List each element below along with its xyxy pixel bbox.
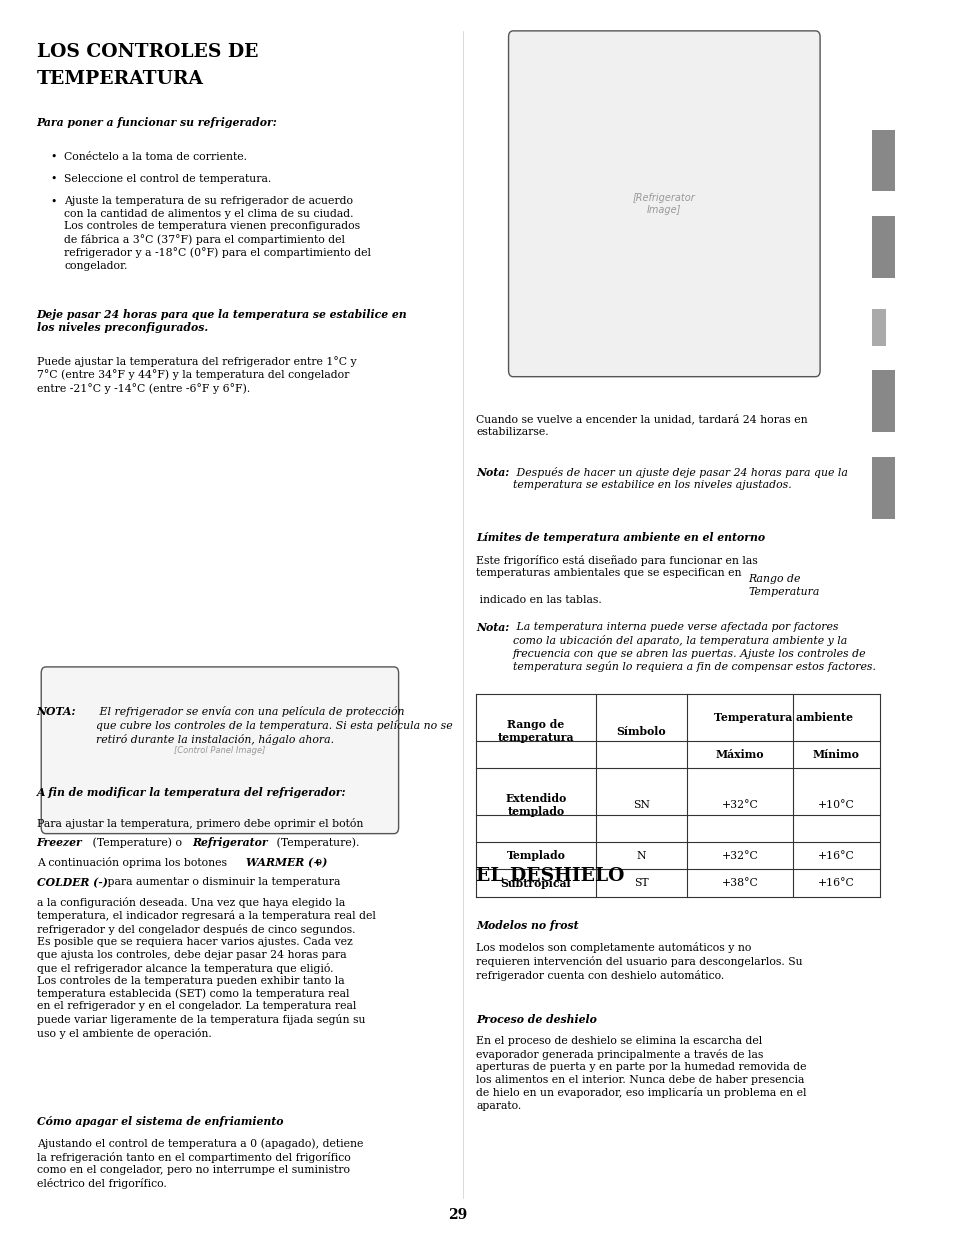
Text: indicado en las tablas.: indicado en las tablas.	[476, 595, 601, 605]
Text: a la configuración deseada. Una vez que haya elegido la
temperatura, el indicado: a la configuración deseada. Una vez que …	[36, 897, 375, 1039]
Text: Máximo: Máximo	[715, 750, 763, 760]
Text: La temperatura interna puede verse afectada por factores
como la ubicación del a: La temperatura interna puede verse afect…	[513, 622, 875, 672]
Text: El refrigerador se envía con una película de protección
que cubre los controles : El refrigerador se envía con una películ…	[96, 706, 453, 745]
Text: WARMER (+): WARMER (+)	[245, 857, 327, 868]
Text: Los modelos son completamente automáticos y no
requieren intervención del usuari: Los modelos son completamente automático…	[476, 942, 802, 981]
Text: EL DESHIELO: EL DESHIELO	[476, 867, 624, 885]
Text: Puede ajustar la temperatura del refrigerador entre 1°C y
7°C (entre 34°F y 44°F: Puede ajustar la temperatura del refrige…	[36, 356, 355, 394]
Text: •: •	[51, 174, 57, 184]
Text: NOTA:: NOTA:	[36, 706, 76, 718]
Text: Nota:: Nota:	[476, 467, 509, 478]
Text: SN: SN	[633, 800, 649, 810]
Text: para aumentar o disminuir la temperatura: para aumentar o disminuir la temperatura	[104, 877, 339, 887]
Text: Refrigerator: Refrigerator	[193, 837, 268, 848]
Text: 29: 29	[448, 1208, 467, 1221]
Text: COLDER (-): COLDER (-)	[36, 877, 108, 888]
Text: Nota:: Nota:	[476, 622, 509, 634]
Text: +32°C: +32°C	[720, 851, 758, 861]
Bar	[871, 216, 894, 278]
Text: +38°C: +38°C	[720, 878, 758, 888]
Bar	[871, 130, 894, 191]
Text: +32°C: +32°C	[720, 800, 758, 810]
Text: Para poner a funcionar su refrigerador:: Para poner a funcionar su refrigerador:	[36, 117, 277, 128]
Text: Rango de
Temperatura: Rango de Temperatura	[748, 574, 820, 597]
Text: [Control Panel Image]: [Control Panel Image]	[174, 746, 265, 755]
Text: Temperatura ambiente: Temperatura ambiente	[713, 713, 852, 722]
FancyBboxPatch shape	[508, 31, 820, 377]
Text: LOS CONTROLES DE: LOS CONTROLES DE	[36, 43, 258, 62]
Text: Conéctelo a la toma de corriente.: Conéctelo a la toma de corriente.	[64, 152, 247, 162]
Text: Cómo apagar el sistema de enfriamiento: Cómo apagar el sistema de enfriamiento	[36, 1116, 283, 1128]
Text: Este frigorífico está diseñado para funcionar en las
temperaturas ambientales qu: Este frigorífico está diseñado para func…	[476, 555, 758, 578]
Text: +10°C: +10°C	[817, 800, 854, 810]
Text: TEMPERATURA: TEMPERATURA	[36, 70, 203, 89]
Text: (Temperature) o: (Temperature) o	[89, 837, 185, 848]
Text: +16°C: +16°C	[817, 851, 854, 861]
Text: [Refrigerator
Image]: [Refrigerator Image]	[632, 193, 695, 215]
Text: Para ajustar la temperatura, primero debe oprimir el botón: Para ajustar la temperatura, primero deb…	[36, 818, 363, 829]
Text: •: •	[51, 196, 57, 206]
Text: Templado: Templado	[506, 851, 565, 861]
Text: •: •	[51, 152, 57, 162]
Text: Proceso de deshielo: Proceso de deshielo	[476, 1014, 597, 1025]
Text: En el proceso de deshielo se elimina la escarcha del
evaporador generada princip: En el proceso de deshielo se elimina la …	[476, 1036, 806, 1110]
Text: +16°C: +16°C	[817, 878, 854, 888]
Text: Límites de temperatura ambiente en el entorno: Límites de temperatura ambiente en el en…	[476, 532, 765, 543]
Text: Rango de
temperatura: Rango de temperatura	[497, 719, 574, 743]
Text: Deje pasar 24 horas para que la temperatura se estabilice en
los niveles preconf: Deje pasar 24 horas para que la temperat…	[36, 309, 407, 333]
Text: Ajuste la temperatura de su refrigerador de acuerdo
con la cantidad de alimentos: Ajuste la temperatura de su refrigerador…	[64, 196, 371, 270]
Text: ST: ST	[634, 878, 648, 888]
Text: A fin de modificar la temperatura del refrigerador:: A fin de modificar la temperatura del re…	[36, 787, 346, 798]
Text: Ajustando el control de temperatura a 0 (apagado), detiene
la refrigeración tant: Ajustando el control de temperatura a 0 …	[36, 1139, 363, 1189]
Bar	[871, 370, 894, 432]
Text: A continuación oprima los botones: A continuación oprima los botones	[36, 857, 230, 868]
Text: Mínimo: Mínimo	[812, 750, 859, 760]
Text: Después de hacer un ajuste deje pasar 24 horas para que la
temperatura se estabi: Después de hacer un ajuste deje pasar 24…	[513, 467, 847, 490]
Text: Freezer: Freezer	[36, 837, 82, 848]
Text: Modelos no frost: Modelos no frost	[476, 920, 578, 931]
Text: (Temperature).: (Temperature).	[273, 837, 359, 848]
Text: Cuando se vuelve a encender la unidad, tardará 24 horas en
estabilizarse.: Cuando se vuelve a encender la unidad, t…	[476, 414, 807, 437]
Text: Extendido
templado: Extendido templado	[505, 793, 566, 818]
Bar	[871, 457, 894, 519]
Text: N: N	[636, 851, 645, 861]
Text: Símbolo: Símbolo	[616, 726, 665, 736]
Text: Seleccione el control de temperatura.: Seleccione el control de temperatura.	[64, 174, 271, 184]
Text: o: o	[313, 857, 322, 867]
Bar	[871, 309, 885, 346]
Text: Subtropical: Subtropical	[500, 878, 571, 888]
FancyBboxPatch shape	[41, 667, 398, 834]
